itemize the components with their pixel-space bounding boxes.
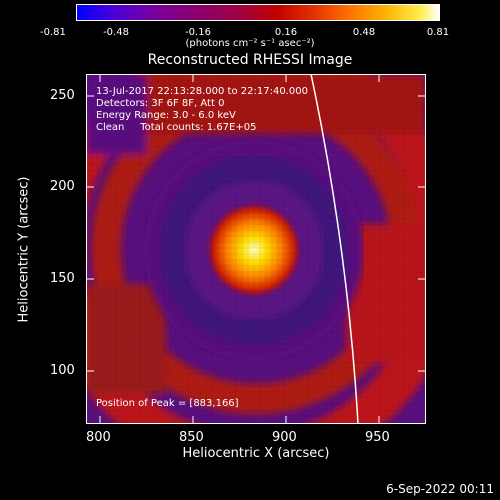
colorbar-ticks: -0.81 -0.48 -0.16 0.16 0.48 0.81 <box>40 27 449 38</box>
colorbar-tick-label: -0.16 <box>185 27 211 38</box>
image-title: Reconstructed RHESSI Image <box>147 52 353 68</box>
info-line: Detectors: 3F 6F 8F, Att 0 <box>96 98 225 109</box>
colorbar-tick-label: -0.81 <box>40 27 66 38</box>
rhessi-image-svg <box>86 74 426 424</box>
y-axis-label: Heliocentric Y (arcsec) <box>16 176 32 323</box>
x-tick-label: 850 <box>179 430 204 445</box>
colorbar-tick-label: -0.48 <box>103 27 129 38</box>
info-line: 13-Jul-2017 22:13:28.000 to 22:17:40.000 <box>96 86 308 97</box>
date-stamp: 6-Sep-2022 00:11 <box>386 482 494 496</box>
x-axis-label: Heliocentric X (arcsec) <box>182 446 330 461</box>
x-tick-label: 900 <box>272 430 297 445</box>
colorbar <box>76 4 440 21</box>
peak-position-text: Position of Peak = [883,166] <box>96 398 239 409</box>
info-line: Energy Range: 3.0 - 6.0 keV <box>96 110 236 121</box>
rhessi-image <box>86 74 426 424</box>
x-tick-label: 950 <box>365 430 390 445</box>
info-line: Clean Total counts: 1.67E+05 <box>96 122 257 133</box>
colorbar-tick-label: 0.81 <box>427 27 449 38</box>
colorbar-unit-label: (photons cm⁻² s⁻¹ asec⁻²) <box>185 38 315 49</box>
y-tick-label: 150 <box>50 271 75 286</box>
x-tick-label: 800 <box>86 430 111 445</box>
y-tick-label: 100 <box>50 363 75 378</box>
y-tick-label: 200 <box>50 179 75 194</box>
colorbar-tick-label: 0.16 <box>275 27 297 38</box>
colorbar-tick-label: 0.48 <box>353 27 375 38</box>
observation-info: 13-Jul-2017 22:13:28.000 to 22:17:40.000… <box>96 86 308 134</box>
y-tick-label: 250 <box>50 88 75 103</box>
